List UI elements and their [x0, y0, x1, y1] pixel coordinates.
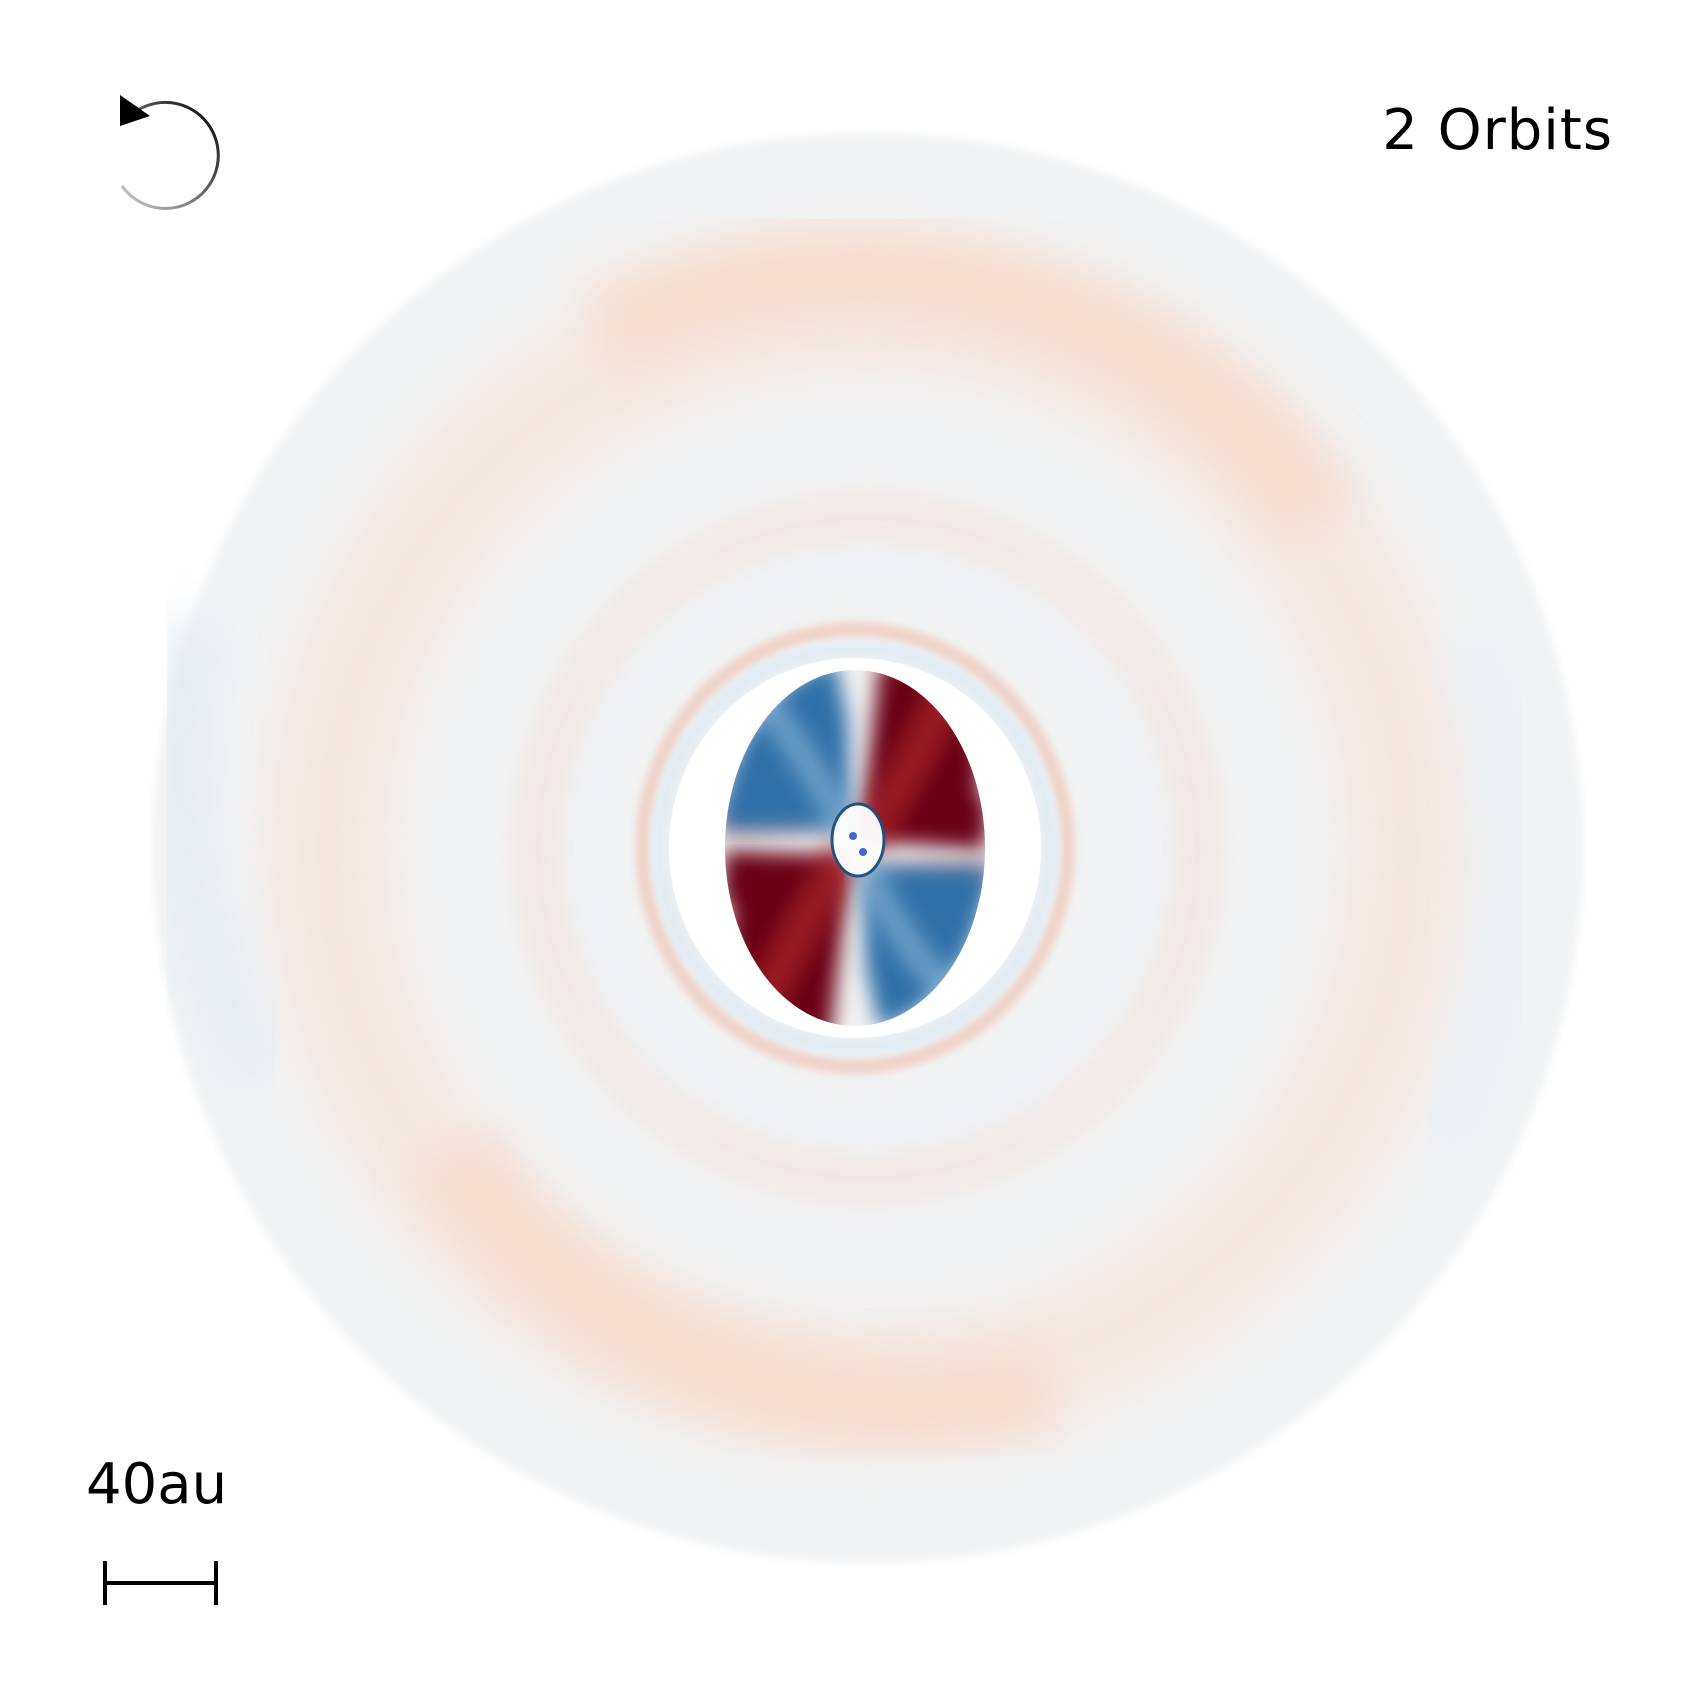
star-secondary	[859, 848, 867, 856]
scale-bar-label: 40au	[86, 1452, 228, 1517]
central-cavity	[830, 802, 886, 878]
star-primary	[849, 832, 857, 840]
scale-bar	[103, 1561, 218, 1605]
orbit-count-label: 2 Orbits	[1382, 98, 1613, 163]
counter-clockwise-arrow-icon	[120, 95, 220, 210]
